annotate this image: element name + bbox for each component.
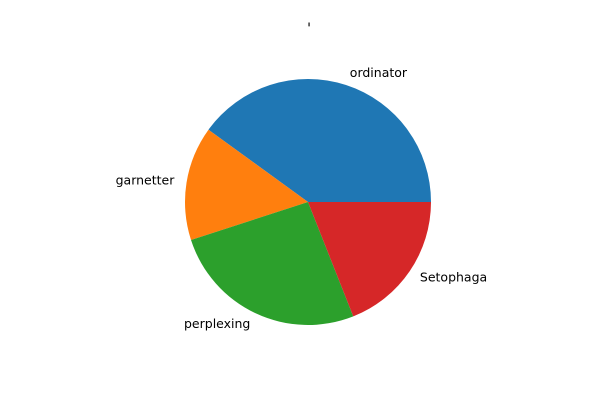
pie-label-setophaga: Setophaga xyxy=(420,270,487,285)
pie-labels: ordinator garnetter perplexing Setophaga xyxy=(116,65,488,331)
pie-slices xyxy=(184,78,431,325)
chart-title: ' xyxy=(307,21,311,37)
pie-slice-perplexing xyxy=(191,202,354,325)
pie-slice-ordinator xyxy=(208,78,431,202)
pie-slice-garnetter xyxy=(184,129,308,241)
pie-label-perplexing: perplexing xyxy=(184,316,250,331)
pie-slice-setophaga xyxy=(308,202,431,317)
pie-label-ordinator: ordinator xyxy=(350,65,408,80)
pie-label-garnetter: garnetter xyxy=(116,172,176,187)
